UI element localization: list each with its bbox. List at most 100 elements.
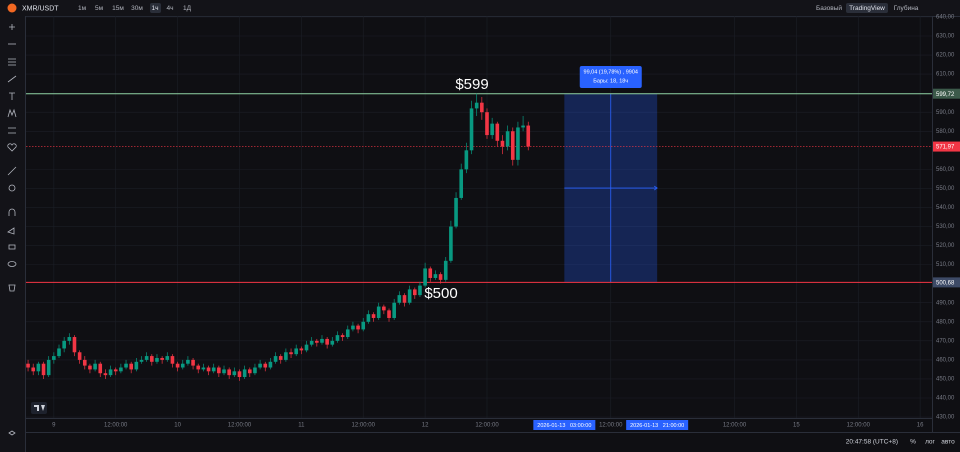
candle-body bbox=[82, 359, 87, 366]
tool-text[interactable] bbox=[9, 92, 15, 100]
time-marker: 2026-01-13 21:00:00 bbox=[630, 423, 684, 429]
interval-button[interactable]: 15м bbox=[112, 5, 124, 12]
y-tick-label: 550,00 bbox=[936, 186, 955, 192]
candle-body bbox=[103, 373, 108, 376]
measure-text: Бары: 18, 18ч bbox=[593, 78, 628, 84]
view-tab[interactable]: Глубина bbox=[894, 4, 919, 12]
y-tick-label: 560,00 bbox=[936, 167, 955, 173]
candle-body bbox=[278, 356, 283, 360]
tool-draw-mode[interactable] bbox=[7, 227, 15, 235]
price-label-bg bbox=[933, 141, 960, 152]
view-tab[interactable]: Базовый bbox=[816, 4, 842, 12]
candle-body bbox=[113, 369, 118, 372]
x-tick-label: 12:00:00 bbox=[352, 423, 376, 429]
interval-button[interactable]: 1Д bbox=[183, 5, 192, 12]
x-tick-label: 12:00:00 bbox=[723, 423, 747, 429]
price-label-bg bbox=[933, 277, 960, 288]
interval-button[interactable]: 1м bbox=[78, 5, 87, 12]
y-tick-label: 450,00 bbox=[936, 377, 955, 383]
candle-body bbox=[387, 310, 391, 318]
tool-fib[interactable] bbox=[8, 58, 16, 66]
x-tick-label: 12:00:00 bbox=[847, 423, 871, 429]
candle-body bbox=[186, 359, 190, 364]
interval-button[interactable]: 30м bbox=[131, 5, 143, 12]
view-active bbox=[846, 3, 888, 13]
candle-body bbox=[134, 361, 139, 370]
scale-button[interactable]: % bbox=[910, 439, 916, 446]
measure-text: 99,04 (19,78%) , 9904 bbox=[584, 69, 638, 75]
candle-body bbox=[253, 367, 257, 374]
tool-brush[interactable] bbox=[7, 75, 17, 83]
y-tick-label: 510,00 bbox=[936, 262, 955, 268]
y-tick-label: 470,00 bbox=[936, 338, 955, 344]
measure-arrow bbox=[653, 185, 658, 191]
tool-zoom[interactable] bbox=[8, 184, 16, 192]
candle-body bbox=[423, 268, 427, 286]
candle-body bbox=[382, 306, 386, 311]
x-tick-label: 12:00:00 bbox=[104, 423, 128, 429]
candle-body bbox=[345, 329, 350, 338]
scale-button[interactable]: лог bbox=[925, 439, 935, 446]
candle-body bbox=[268, 361, 273, 368]
candle-body bbox=[227, 369, 231, 376]
tool-layers[interactable] bbox=[8, 430, 16, 436]
candle-body bbox=[315, 340, 319, 343]
candle-body bbox=[175, 363, 180, 368]
candle-body bbox=[211, 367, 216, 372]
candle-body bbox=[62, 340, 66, 349]
candle-body bbox=[480, 102, 484, 113]
tool-trash[interactable] bbox=[8, 284, 16, 292]
candle-body bbox=[67, 337, 72, 341]
tool-pattern[interactable] bbox=[7, 108, 17, 118]
interval-button[interactable]: 4ч bbox=[166, 5, 173, 12]
x-tick-label: 12:00:00 bbox=[599, 423, 623, 429]
view-tab[interactable]: TradingView bbox=[849, 5, 885, 12]
candle-body bbox=[98, 363, 103, 374]
tool-ruler[interactable] bbox=[7, 166, 17, 176]
tool-fav[interactable] bbox=[7, 143, 17, 152]
candle-body bbox=[129, 363, 133, 370]
candle-body bbox=[31, 367, 36, 372]
tool-cross[interactable] bbox=[9, 24, 15, 30]
candle-body bbox=[516, 127, 520, 160]
candle-body bbox=[155, 357, 159, 362]
candle-body bbox=[330, 340, 335, 345]
y-tick-label: 460,00 bbox=[936, 357, 955, 363]
y-tick-label: 520,00 bbox=[936, 243, 955, 249]
candle-body bbox=[366, 314, 371, 322]
symbol[interactable]: XMR/USDT bbox=[22, 5, 59, 12]
annotation: $500 bbox=[424, 285, 457, 302]
tool-eye[interactable] bbox=[7, 261, 17, 267]
time-marker-bg bbox=[626, 420, 689, 430]
scale-button[interactable]: авто bbox=[941, 439, 955, 446]
candle-body bbox=[201, 367, 206, 370]
candle-body bbox=[376, 306, 381, 318]
candle-body bbox=[72, 337, 77, 353]
candle-body bbox=[356, 325, 360, 330]
y-tick-label: 590,00 bbox=[936, 110, 955, 116]
measure-tooltip bbox=[579, 66, 642, 88]
candle-body bbox=[294, 348, 299, 355]
y-tick-label: 620,00 bbox=[936, 53, 955, 59]
tool-lock[interactable] bbox=[8, 244, 16, 250]
interval-button[interactable]: 5м bbox=[95, 5, 104, 12]
y-tick-label: 490,00 bbox=[936, 300, 955, 306]
candle-body bbox=[392, 302, 396, 318]
time-marker-bg bbox=[533, 420, 596, 430]
tool-magnet[interactable] bbox=[8, 208, 16, 216]
tool-measure[interactable] bbox=[8, 127, 16, 134]
candle-body bbox=[526, 125, 531, 147]
candle-body bbox=[52, 356, 56, 360]
candle-body bbox=[299, 348, 304, 351]
candle-body bbox=[397, 295, 402, 303]
candle-body bbox=[433, 274, 438, 278]
candle-body bbox=[490, 123, 494, 136]
candle-body bbox=[449, 226, 453, 261]
candle-body bbox=[351, 325, 355, 330]
price-label: 500,68 bbox=[936, 280, 955, 286]
interval-button[interactable]: 1ч bbox=[151, 5, 158, 12]
x-tick-label: 12:00:00 bbox=[475, 423, 499, 429]
candle-body bbox=[412, 289, 417, 296]
